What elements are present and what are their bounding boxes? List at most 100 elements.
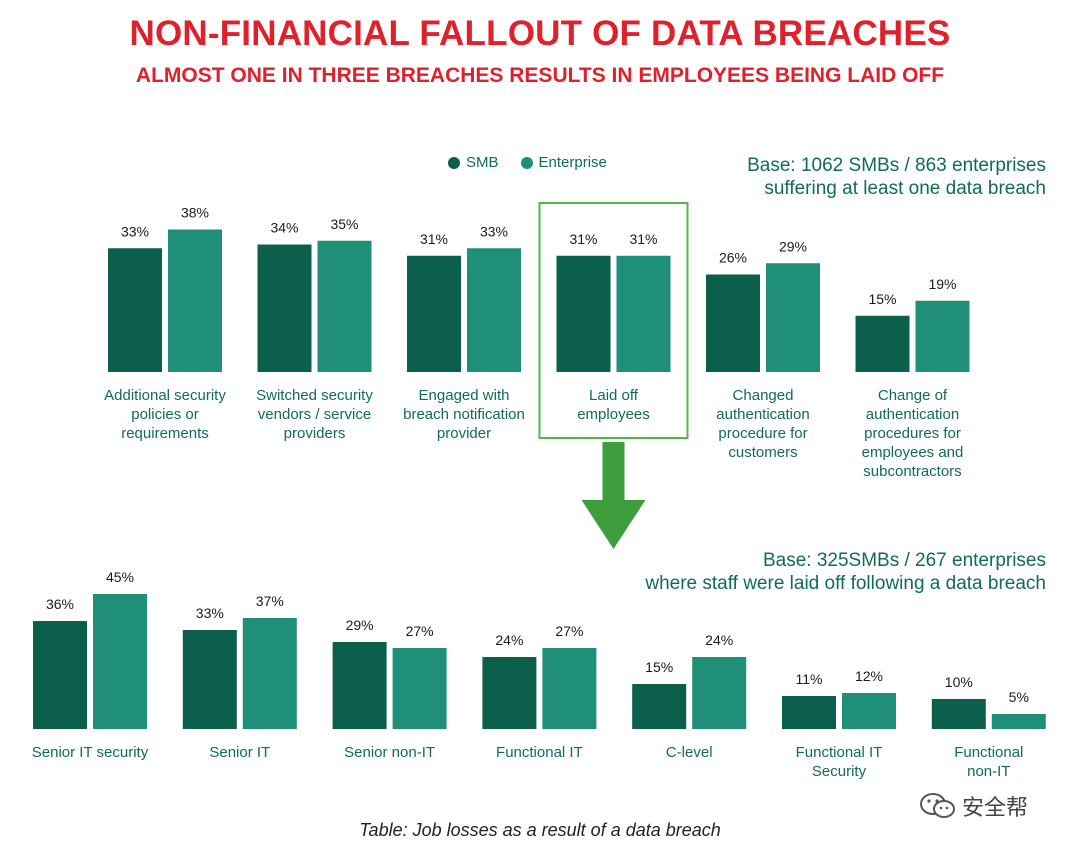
chart-title: NON-FINANCIAL FALLOUT OF DATA BREACHES [129,14,951,53]
chart-1-highlight-box [538,202,689,439]
chart-2-bar-enterprise [692,657,747,729]
chart-2-bar-smb [182,630,237,729]
chart-2-bar-enterprise [392,648,447,729]
base-note-top-line-1: Base: 1062 SMBs / 863 enterprises [747,155,1046,176]
chart-1-category-label: customers [728,444,797,461]
chart-2-bar-enterprise [242,618,297,729]
legend-item-smb: SMB [448,154,499,171]
chart-1-category-label: policies or [131,406,199,423]
chart-2-category-label: C-level [666,744,713,761]
chart-2-category-label: Security [812,763,867,780]
chart-2-data-label-enterprise: 45% [106,569,134,585]
chart-1-category-label: breach notification [403,406,525,423]
chart-2-bar-smb [33,621,87,729]
chart-2-data-label-smb: 29% [346,617,374,633]
chart-1-bar-enterprise [766,263,820,372]
chart-1-category-label: Additional security [104,387,226,404]
chart-1-category-label: procedures for [864,425,961,442]
chart-2-data-label-smb: 11% [796,671,823,687]
chart-2-category-label: non-IT [967,763,1010,780]
chart-1-data-label-smb: 31% [569,231,597,247]
chart-2-bar-smb [332,642,387,729]
chart-2-category-label: Functional IT [796,744,883,761]
chart-1-bar-enterprise [317,240,372,372]
chart-1-bar-smb [855,315,910,372]
chart-1-data-label-smb: 31% [420,231,448,247]
chart-2-data-label-enterprise: 37% [256,593,284,609]
chart-2-bar-enterprise [542,648,597,729]
chart-1-data-label-enterprise: 31% [629,231,657,247]
chart-1-bar-enterprise [616,255,671,372]
chart-2-data-label-enterprise: 24% [705,632,733,648]
legend-swatch-smb [448,156,460,169]
chart-1-category-label: employees and [862,444,964,461]
chart-2-data-label-enterprise: 27% [406,623,434,639]
legend: SMB Enterprise [448,154,607,171]
chart-1-bar-enterprise [168,229,222,372]
chart-1-data-label-enterprise: 19% [928,276,956,292]
chart-1-category-label: authentication [716,406,809,423]
chart-2-bar-enterprise [842,693,896,729]
chart-1-bar-smb [108,248,162,372]
chart-2-data-label-smb: 15% [645,659,673,675]
chart-1-category-label: subcontractors [863,463,961,480]
chart-2-bar-smb [482,657,537,729]
base-note-bottom-line-2: where staff were laid off following a da… [645,573,1046,594]
chart-1-data-label-enterprise: 35% [330,216,358,232]
chart-1-category-label: requirements [121,425,209,442]
base-note-bottom: Base: 325SMBs / 267 enterprises where st… [645,549,1046,595]
chart-subtitle: ALMOST ONE IN THREE BREACHES RESULTS IN … [135,64,945,87]
chart-1-category-label: employees [577,406,650,423]
chart-1-bar-enterprise [467,248,521,372]
chart-2-bar-enterprise [93,594,147,729]
chart-1-category-label: Engaged with [419,387,510,404]
chart-1-category-label: Laid off [589,387,639,404]
chart-caption: Table: Job losses as a result of a data … [359,820,721,840]
wechat-icon [920,793,955,818]
chart-2-data-label-smb: 36% [46,596,74,612]
chart-1-data-label-enterprise: 29% [779,238,807,254]
chart-2-bar-smb [782,696,836,729]
chart-1-bar-smb [556,255,611,372]
chart-2-category-label: Functional [954,744,1023,761]
chart-2-bar-smb [931,699,986,729]
chart-1-category-label: Change of [878,387,948,404]
legend-label-enterprise: Enterprise [538,154,607,171]
chart-2-category-label: Functional IT [496,744,583,761]
watermark-text: 安全帮 [962,795,1029,820]
chart-1-data-label-smb: 15% [868,291,896,307]
chart-1-bar-enterprise [915,300,970,372]
chart-1-data-label-smb: 34% [270,220,298,236]
chart-2-data-label-enterprise: 27% [555,623,583,639]
chart-1-bar-smb [257,244,312,372]
chart-2-category-label: Senior IT security [32,744,149,761]
chart-1-data-label-enterprise: 38% [181,205,209,221]
chart-2-data-label-smb: 10% [945,674,973,690]
chart-2-bar-smb [632,684,687,729]
chart-2-bar-enterprise [991,714,1046,729]
chart-1-category-label: Changed [733,387,794,404]
chart-2-category-label: Senior non-IT [344,744,435,761]
chart-1-category-label: authentication [866,406,959,423]
chart-1-category-label: vendors / service [258,406,371,423]
base-note-top-line-2: suffering at least one data breach [764,178,1046,199]
chart-1-category-label: providers [284,425,346,442]
watermark: 安全帮 [918,790,1028,822]
chart-2-data-label-enterprise: 12% [855,668,883,684]
chart-1-data-label-smb: 33% [121,223,149,239]
legend-item-enterprise: Enterprise [520,154,607,171]
chart-1-data-label-enterprise: 33% [480,223,508,239]
chart-2-data-label-smb: 33% [196,605,224,621]
chart-1-bar-smb [706,274,760,372]
base-note-bottom-line-1: Base: 325SMBs / 267 enterprises [762,550,1046,571]
chart-2-data-label-enterprise: 5% [1009,689,1029,705]
chart-1-category-label: Switched security [256,387,373,404]
chart-2-data-label-smb: 24% [495,632,523,648]
base-note-top: Base: 1062 SMBs / 863 enterprises suffer… [747,154,1046,200]
down-arrow-icon [581,442,646,549]
chart-1-data-label-smb: 26% [719,250,747,266]
legend-swatch-enterprise [520,156,533,169]
chart-1-category-label: procedure for [718,425,807,442]
chart-2-category-label: Senior IT [209,744,270,761]
